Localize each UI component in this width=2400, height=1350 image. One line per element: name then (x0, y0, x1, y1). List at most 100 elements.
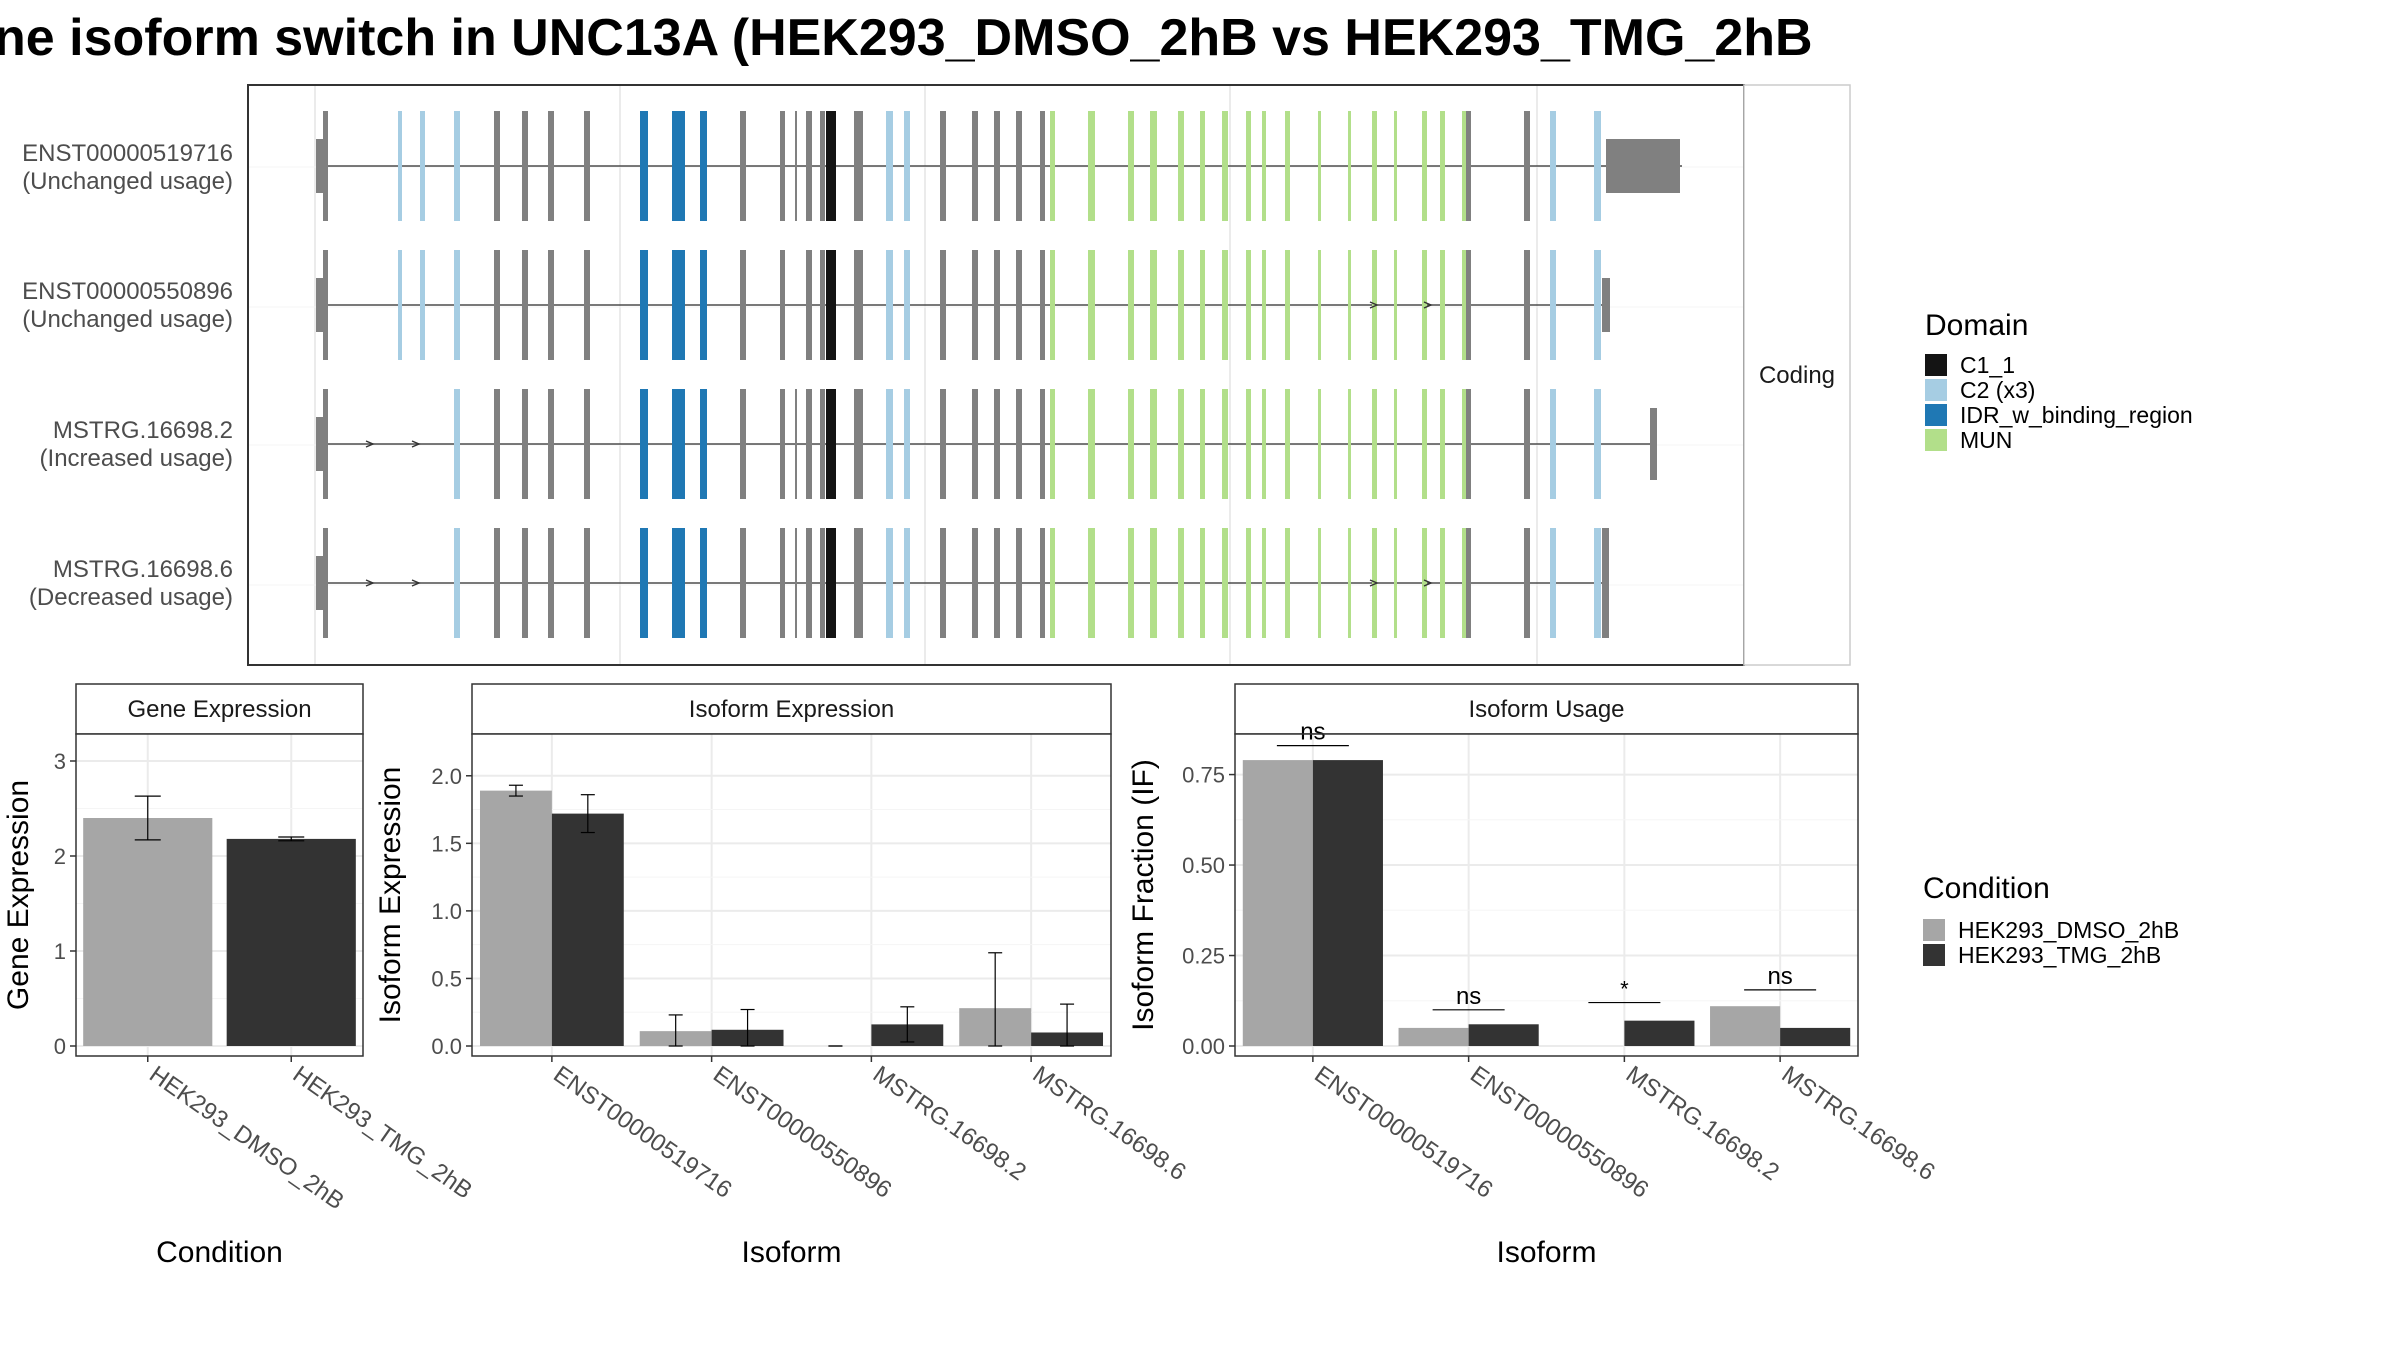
exon-exon (522, 389, 528, 499)
exon-exon (1040, 389, 1045, 499)
exon-exon (780, 528, 785, 638)
exon-mun (1128, 389, 1134, 499)
exon-mun (1422, 528, 1427, 638)
exon-mun (1462, 528, 1468, 638)
structure-panel: Coding ENST00000519716 (Unchanged usage)… (22, 84, 1851, 666)
exon-exon (820, 389, 825, 499)
y-tick-label: 2.0 (431, 764, 462, 789)
legend-label-tmg: HEK293_TMG_2hB (1958, 942, 2161, 968)
exon-c2 (454, 250, 460, 360)
bar-tmg (1780, 1027, 1851, 1046)
bar-dmso (1242, 760, 1313, 1046)
exon-mun (1178, 111, 1184, 221)
exon-mun (1285, 250, 1290, 360)
exon-exon (972, 528, 978, 638)
exon-exon (994, 528, 1000, 638)
exon-mun (1178, 389, 1184, 499)
exon-exon (1524, 250, 1530, 360)
exon-exon (994, 250, 1000, 360)
exon-mun (1440, 389, 1445, 499)
exon-mun (1222, 528, 1228, 638)
bar-dmso (1398, 1027, 1469, 1046)
legend-swatch-tmg (1923, 944, 1945, 966)
figure-title: ne isoform switch in UNC13A (HEK293_DMSO… (0, 9, 1813, 67)
exon-c2 (886, 528, 893, 638)
legend-swatch-c1 (1925, 354, 1947, 376)
exon-mun (1200, 250, 1205, 360)
bar-tmg (226, 838, 356, 1046)
y-tick-label: 0.0 (431, 1034, 462, 1059)
y-tick-label: 1 (54, 939, 66, 964)
direction-arrow (1423, 579, 1433, 587)
exon-idr (672, 111, 685, 221)
structure-strip-label: Coding (1759, 362, 1835, 389)
legend-swatch-mun (1925, 429, 1947, 451)
y-axis-title: Isoform Expression (374, 767, 407, 1024)
exon-mun (1422, 250, 1427, 360)
exon-exon (740, 111, 746, 221)
exon-mun (1394, 111, 1397, 221)
exon-exon (940, 250, 946, 360)
exon-mun (1285, 528, 1290, 638)
panel-strip (75, 683, 364, 735)
exon-mun (1440, 111, 1445, 221)
exon-mun (1372, 250, 1377, 360)
exon-exon (854, 528, 863, 638)
exon-exon (494, 250, 500, 360)
exon-last (1650, 408, 1657, 480)
exon-idr (640, 250, 648, 360)
exon-start (323, 250, 328, 360)
exon-exon (806, 250, 812, 360)
x-axis-title: Isoform (741, 1236, 841, 1269)
exon-c2 (886, 111, 893, 221)
panel-strip-label: Isoform Expression (689, 696, 894, 723)
transcript-usage-1: (Unchanged usage) (22, 168, 233, 195)
exon-mun (1050, 111, 1055, 221)
exon-c2 (1594, 250, 1601, 360)
domain-legend-title: Domain (1925, 309, 2028, 342)
exon-last (1602, 528, 1609, 638)
exon-exon (806, 111, 812, 221)
transcript-row-4 (316, 528, 1609, 638)
exon-mun (1150, 389, 1157, 499)
exon-idr (672, 250, 685, 360)
exon-exon (740, 389, 746, 499)
direction-arrow (411, 579, 421, 587)
exon-start (323, 528, 328, 638)
exon-exon (1040, 528, 1045, 638)
exon-mun (1200, 111, 1205, 221)
exon-first (316, 278, 324, 332)
direction-arrow (1369, 301, 1379, 309)
exon-mun (1285, 389, 1290, 499)
y-tick-label: 0.75 (1182, 763, 1225, 788)
exon-exon (972, 250, 978, 360)
exon-exon (740, 528, 746, 638)
exon-mun (1285, 111, 1290, 221)
exon-mun (1222, 250, 1228, 360)
exon-mun (1050, 250, 1055, 360)
exon-c2 (454, 111, 460, 221)
exon-mun (1462, 389, 1468, 499)
exon-exon (854, 250, 863, 360)
legend-label-idr: IDR_w_binding_region (1960, 402, 2193, 428)
exon-c1_1 (826, 250, 836, 360)
exon-mun (1318, 250, 1321, 360)
exon-idr (700, 250, 707, 360)
y-tick-label: 0.50 (1182, 853, 1225, 878)
exon-c2 (398, 250, 402, 360)
transcript-label-1: ENST00000519716 (22, 140, 233, 167)
exon-mun (1422, 111, 1427, 221)
exon-idr (700, 111, 707, 221)
exon-idr (640, 389, 648, 499)
exon-mun (1150, 111, 1157, 221)
bar-tmg (1624, 1020, 1695, 1046)
exon-mun (1462, 111, 1468, 221)
legend-swatch-idr (1925, 404, 1947, 426)
legend-label-c1: C1_1 (1960, 352, 2015, 378)
y-tick-label: 1.5 (431, 831, 462, 856)
exon-exon (795, 528, 797, 638)
exon-exon (1016, 250, 1022, 360)
panel-strip-label: Isoform Usage (1468, 696, 1624, 723)
exon-exon (854, 111, 863, 221)
exon-c2 (454, 389, 460, 499)
